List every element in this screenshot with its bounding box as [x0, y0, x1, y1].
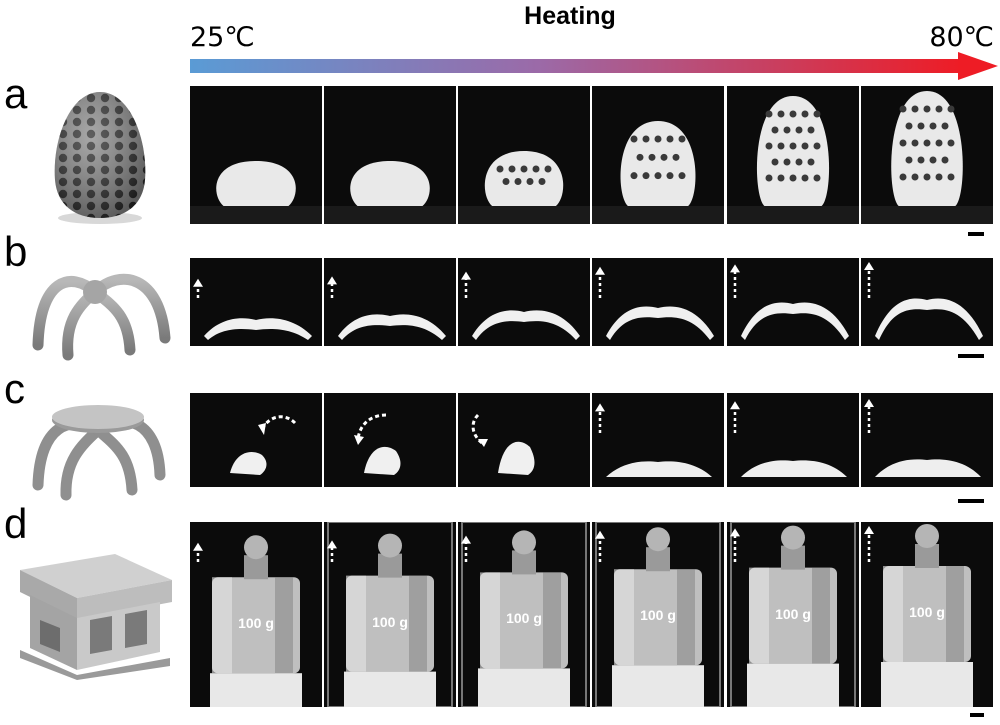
- dashed-arrow-icon: [730, 264, 740, 298]
- photo-b-3: [458, 258, 590, 346]
- gripper-shape: [875, 459, 981, 477]
- photo-c-1: [190, 393, 322, 487]
- weight-knob: [781, 525, 805, 550]
- photo-a-3: [458, 86, 590, 224]
- dashed-arrow-icon: [461, 535, 471, 562]
- photo-c-5: [727, 393, 859, 487]
- photo-c-4: [592, 393, 724, 487]
- photo-d-3: 100 g: [458, 522, 590, 707]
- gripper-shape: [498, 441, 535, 475]
- actuator: [747, 663, 839, 707]
- dashed-arrow-icon: [193, 542, 203, 562]
- scale-bar-a: [968, 232, 984, 236]
- photo-c-3: [458, 393, 590, 487]
- photo-a-4: [592, 86, 724, 224]
- render-lattice-egg: [54, 92, 146, 224]
- egg-shape: [216, 161, 296, 206]
- egg-shape: [891, 91, 963, 206]
- dashed-arrow-icon: [461, 271, 471, 298]
- egg-shape: [620, 121, 696, 206]
- start-temperature: 25℃: [190, 22, 255, 53]
- photo-b-2: [324, 258, 456, 346]
- photo-d-1: 100 g: [190, 522, 322, 707]
- row-label-c: c: [4, 365, 25, 412]
- curved-arrow-icon: [258, 415, 297, 435]
- photo-a-2: [324, 86, 456, 224]
- glass-tube: [730, 522, 856, 707]
- egg-shape: [350, 161, 430, 206]
- gripper-shape: [230, 452, 267, 475]
- actuator: [612, 665, 704, 707]
- actuator: [881, 662, 973, 707]
- scale-bar-d: [970, 713, 984, 717]
- curved-arrow-icon: [471, 413, 488, 447]
- heating-gradient-arrow: [190, 52, 998, 80]
- glass-tube: [327, 522, 453, 707]
- photo-d-6: 100 g: [861, 522, 993, 707]
- weight-knob: [512, 530, 536, 555]
- gripper-shape: [606, 306, 714, 340]
- photo-c-6: [861, 393, 993, 487]
- photo-b-5: [727, 258, 859, 346]
- gripper-shape: [875, 298, 983, 340]
- dashed-arrow-icon: [864, 399, 874, 433]
- row-label-a: a: [4, 70, 28, 117]
- scale-bar-b: [958, 354, 984, 358]
- render-four-leg-gripper: [32, 273, 171, 361]
- photo-d-5: 100 g: [727, 522, 859, 707]
- egg-shape: [756, 96, 830, 206]
- photo-b-6: [861, 258, 993, 346]
- actuator: [344, 671, 436, 707]
- weight-knob: [646, 527, 670, 552]
- photo-a-6: [861, 86, 993, 224]
- photo-d-2: 100 g: [324, 522, 456, 707]
- photo-b-1: [190, 258, 322, 346]
- dashed-arrow-icon: [595, 266, 605, 298]
- weight-label: 100 g: [640, 607, 676, 624]
- photo-c-2: [324, 393, 456, 487]
- render-gripper-with-disc: [32, 405, 166, 501]
- dashed-arrow-icon: [193, 278, 203, 298]
- weight-label: 100 g: [775, 605, 811, 622]
- dashed-arrow-icon: [864, 262, 874, 298]
- weight-label: 100 g: [372, 613, 408, 630]
- end-temperature: 80℃: [929, 22, 994, 53]
- weight-knob: [915, 524, 939, 548]
- photo-a-1: [190, 86, 322, 224]
- gripper-shape: [606, 461, 712, 477]
- dashed-arrow-icon: [864, 526, 874, 562]
- glass-tube: [595, 522, 721, 707]
- dashed-arrow-icon: [327, 276, 337, 298]
- actuator: [210, 673, 302, 707]
- scale-bar-c: [958, 499, 984, 503]
- heating-title: Heating: [524, 2, 616, 30]
- egg-shape: [484, 151, 564, 206]
- photo-b-4: [592, 258, 724, 346]
- dashed-arrow-icon: [595, 530, 605, 562]
- gripper-shape: [204, 318, 312, 340]
- dashed-arrow-icon: [595, 403, 605, 433]
- gripper-shape: [338, 314, 446, 340]
- photo-d-4: 100 g: [592, 522, 724, 707]
- dashed-arrow-icon: [327, 540, 337, 562]
- weight-knob: [378, 533, 402, 558]
- render-hollow-block: [20, 554, 172, 680]
- curved-arrow-icon: [354, 413, 387, 445]
- actuator: [478, 668, 570, 707]
- glass-tube: [461, 522, 587, 707]
- weight-knob: [244, 535, 268, 560]
- gripper-shape: [741, 302, 849, 340]
- dashed-arrow-icon: [730, 528, 740, 562]
- gripper-shape: [741, 460, 847, 477]
- weight-label: 100 g: [506, 610, 542, 627]
- weight-label: 100 g: [909, 604, 945, 620]
- gripper-shape: [472, 310, 580, 340]
- dashed-arrow-icon: [730, 401, 740, 433]
- weight-label: 100 g: [238, 615, 274, 632]
- gripper-shape: [364, 446, 401, 475]
- photo-a-5: [727, 86, 859, 224]
- row-label-b: b: [4, 228, 28, 275]
- row-label-d: d: [4, 500, 28, 547]
